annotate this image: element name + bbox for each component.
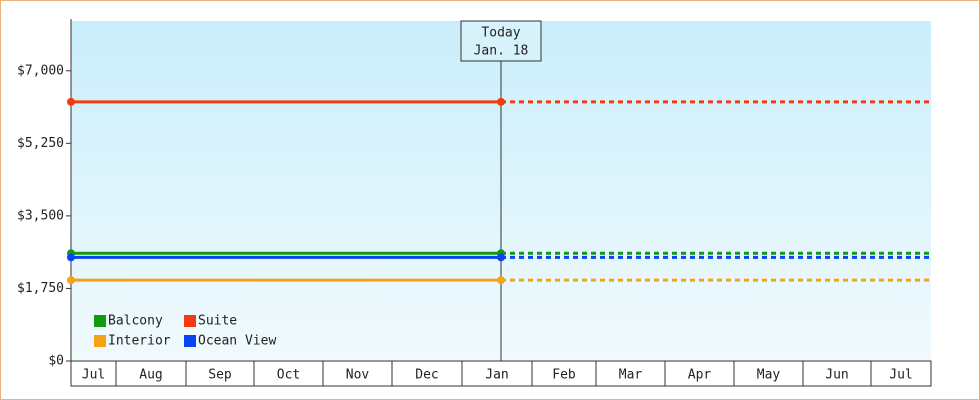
x-tick-label: Aug <box>139 368 162 383</box>
legend-label: Interior <box>108 334 171 349</box>
point <box>497 276 505 285</box>
x-axis-band <box>70 360 932 387</box>
x-tick-label: Jun <box>825 368 848 383</box>
point <box>497 253 505 262</box>
legend-label: Suite <box>198 314 237 329</box>
y-tick-label: $7,000 <box>17 63 64 78</box>
legend-swatch <box>94 315 106 327</box>
x-tick-label: Oct <box>277 368 300 383</box>
x-tick-label: Jul <box>82 368 105 383</box>
x-tick-label: Apr <box>688 368 712 383</box>
today-title: Today <box>481 26 520 41</box>
today-box <box>460 20 542 62</box>
x-tick-label: Nov <box>346 368 370 383</box>
legend-swatch <box>184 315 196 327</box>
point <box>497 97 505 106</box>
today-date: Jan. 18 <box>474 44 529 59</box>
y-tick-label: $5,250 <box>17 136 64 151</box>
legend-label: Balcony <box>108 314 163 329</box>
legend-swatch <box>184 335 196 347</box>
point <box>67 253 75 262</box>
x-tick-label: Dec <box>415 368 438 383</box>
x-tick-label: May <box>757 368 781 383</box>
x-tick-label: Jul <box>889 368 912 383</box>
point <box>67 97 75 106</box>
x-tick-label: Mar <box>619 368 643 383</box>
y-tick-label: $0 <box>48 354 64 369</box>
legend-swatch <box>94 335 106 347</box>
x-tick-label: Jan <box>485 368 508 383</box>
point <box>67 276 75 285</box>
x-tick-label: Feb <box>552 368 576 383</box>
y-tick-label: $3,500 <box>17 208 64 223</box>
legend-label: Ocean View <box>198 334 276 349</box>
y-tick-label: $1,750 <box>17 281 64 296</box>
x-tick-label: Sep <box>208 368 232 383</box>
